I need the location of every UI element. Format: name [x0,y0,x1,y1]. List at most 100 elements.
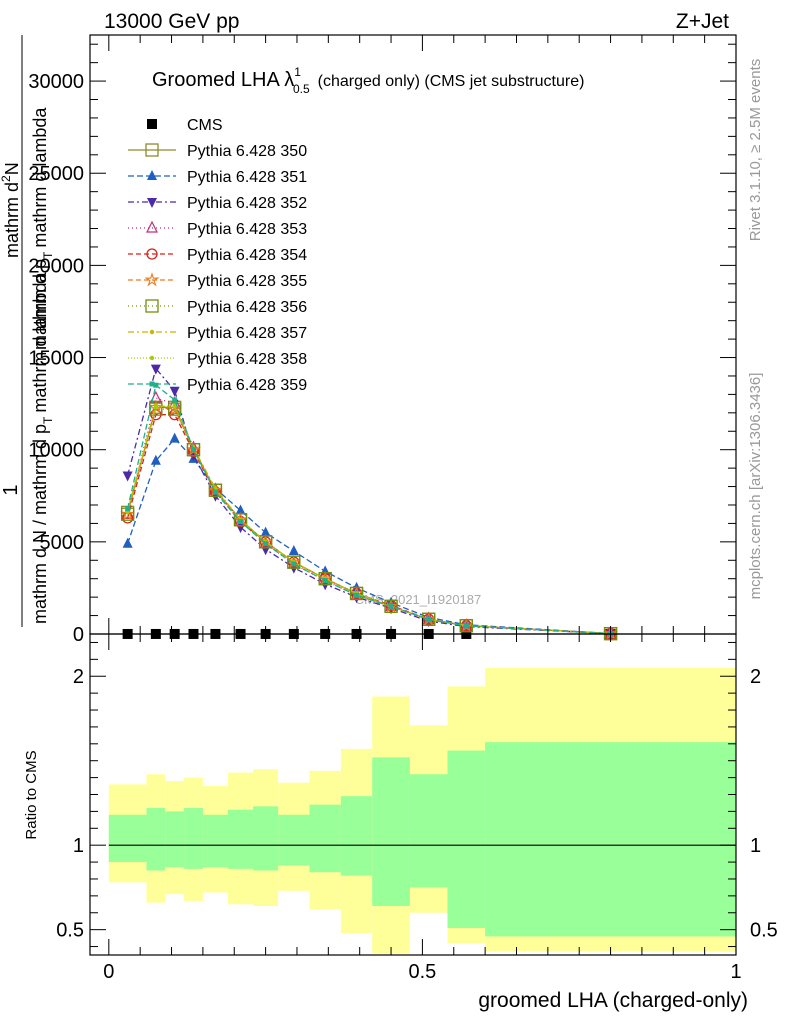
data-point [212,489,218,495]
data-point [122,471,133,482]
data-point [426,617,432,623]
data-point [238,519,244,525]
data-point [322,578,328,584]
ratio-inner-band-bin [278,814,310,866]
data-point [235,504,246,515]
series-line [126,384,611,635]
ratio-y-tick-label-right: 1 [750,835,761,857]
legend-marker [149,381,155,387]
legend-item: Pythia 6.428 353 [128,220,307,238]
svg-text:1: 1 [0,484,22,495]
ratio-inner-band-bin [340,796,373,876]
data-point [167,401,183,416]
legend-marker [149,355,155,361]
y-tick-label: 5000 [40,532,85,554]
legend-item: CMS [147,117,223,134]
legend-marker [146,248,158,260]
data-point [258,535,273,549]
data-point [190,447,196,453]
ratio-inner-band-bin [108,814,147,863]
ratio-inner-band-bin [184,808,203,869]
legend-item: Pythia 6.428 354 [128,247,307,264]
ratio-inner-band-bin [409,774,448,888]
legend-label: Pythia 6.428 351 [187,169,307,186]
data-point [150,454,161,465]
legend-marker [147,119,157,129]
legend-item: Pythia 6.428 357 [128,325,307,342]
y-tick-label: 0 [73,624,84,646]
legend-label: Pythia 6.428 354 [187,247,307,264]
legend-label: Pythia 6.428 353 [187,221,307,238]
legend-marker [146,220,158,233]
data-point [122,537,133,548]
data-point [291,561,297,567]
data-point [125,506,131,512]
data-point [288,545,299,556]
y-tick-label: 30000 [28,71,84,93]
ratio-inner-band-bin [227,809,254,869]
ratio-inner-band-bin [253,806,279,871]
mcplots-label: mcplots.cern.ch [arXiv:1306.3436] [747,373,764,600]
legend-marker [144,272,160,287]
data-point [208,483,223,497]
ratio-y-tick-label-right: 0.5 [750,920,778,942]
energy-label: 13000 GeV pp [104,10,239,33]
data-point [318,572,332,586]
data-point [169,432,180,443]
ratio-inner-band-bin [372,757,410,907]
legend-item: Pythia 6.428 352 [128,195,307,212]
data-point [263,541,269,547]
legend-label: CMS [187,117,223,134]
data-point [388,603,394,609]
x-tick-label: 1 [730,961,741,983]
series-7 [120,402,618,641]
data-point [150,364,161,375]
data-point [186,443,201,457]
svg-text:mathrm d N / mathrm d pTmathrm: mathrm d N / mathrm d pTmathrm d lambda [30,272,55,624]
chart-title: Groomed LHA λ1 0.5 (charged only) (CMS jet… [152,65,584,96]
legend-label: Pythia 6.428 355 [187,273,307,290]
legend-label: Pythia 6.428 358 [187,351,307,368]
data-point [287,555,301,569]
legend-item: Pythia 6.428 356 [128,299,307,316]
data-point [234,515,247,528]
y-tick-label: 10000 [28,440,84,462]
data-point [153,405,159,410]
y-axis-title: 1 mathrm d N / mathrm d pTmathrm d lambd… [0,35,55,627]
ratio-y-tick-label: 1 [73,835,84,857]
ratio-y-axis-title: Ratio to CMS [23,750,40,839]
x-tick-label: 0 [103,961,114,983]
legend-marker [147,170,157,180]
ratio-inner-band-bin [165,811,185,868]
data-point [172,397,178,403]
legend-marker [145,299,159,313]
data-point [153,382,159,388]
legend-label: Pythia 6.428 357 [187,325,307,342]
legend-item: Pythia 6.428 351 [128,169,307,186]
legend-label: Pythia 6.428 352 [187,195,307,212]
ratio-inner-band-bin [202,814,228,868]
legend-marker [145,143,159,157]
ratio-inner-band-bin [309,804,341,873]
data-point [169,386,180,397]
data-point [168,402,182,416]
series-line [126,367,611,635]
process-label: Z+Jet [676,10,729,33]
legend: CMS Pythia 6.428 350 Pythia 6.428 351 Pythi… [128,117,307,394]
axes-layer: 0 5000 10000 15000 20000 25000 30000 0 0.5 1 0.5 0.… [28,35,778,983]
ratio-bands [108,667,736,954]
legend-marker [147,198,157,208]
svg-text:mathrm d pTmathrm d lambda: mathrm d pTmathrm d lambda [30,107,55,350]
legend-item: Pythia 6.428 359 [128,377,307,394]
ratio-y-tick-label-right: 2 [750,666,761,688]
x-tick-label: 0.5 [409,961,437,983]
svg-text:mathrm d2N: mathrm d2N [0,162,22,258]
legend-item: Pythia 6.428 350 [128,143,307,160]
y-tick-label: 25000 [28,163,84,185]
legend-label: Pythia 6.428 350 [187,143,307,160]
rivet-label: Rivet 3.1.10, ≥ 2.5M events [747,59,764,242]
series-10 [125,382,614,637]
data-point [349,586,364,601]
legend-item: Pythia 6.428 358 [128,351,307,368]
x-axis-title: groomed LHA (charged-only) [478,989,748,1012]
